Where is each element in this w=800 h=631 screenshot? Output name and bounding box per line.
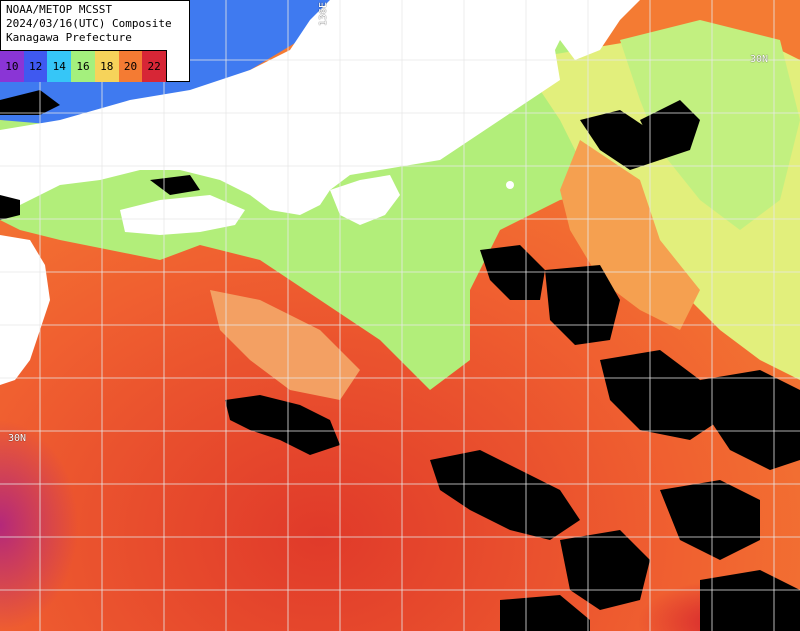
title-line-2: 2024/03/16(UTC) Composite xyxy=(6,17,172,30)
legend-label: 10 xyxy=(5,60,19,73)
legend-label: 20 xyxy=(123,60,138,73)
legend-tick-10: 10 xyxy=(0,51,24,82)
legend-tick-16: 16 xyxy=(71,51,95,82)
ocean-purple-region xyxy=(0,280,260,631)
temperature-legend: 10 12 14 16 18 20 22 xyxy=(0,50,167,82)
legend-tick-20: 20 xyxy=(118,51,143,82)
legend-tick-22: 22 xyxy=(142,51,167,82)
legend-label: 16 xyxy=(76,60,90,73)
legend-label: 14 xyxy=(52,60,66,73)
light-green-east xyxy=(620,20,800,230)
land-kii-peninsula xyxy=(330,175,400,225)
land-honshu xyxy=(0,0,570,215)
land-island xyxy=(506,181,514,189)
legend-tick-12: 12 xyxy=(23,51,48,82)
legend-label: 22 xyxy=(147,60,161,73)
legend-label: 12 xyxy=(28,60,43,73)
legend-tick-18: 18 xyxy=(94,51,119,82)
legend-tick-14: 14 xyxy=(47,51,72,82)
orange-tongue xyxy=(210,290,360,400)
longitude-label-136e: 136E xyxy=(318,2,329,27)
title-line-3: Kanagawa Prefecture xyxy=(6,31,132,44)
legend-label: 18 xyxy=(100,60,114,73)
land-kyushu xyxy=(0,235,50,385)
land-east-coast xyxy=(560,0,640,60)
latitude-label-30n: 30N xyxy=(8,433,27,444)
land-shikoku xyxy=(120,195,245,235)
title-line-1: NOAA/METOP MCSST xyxy=(6,3,112,16)
cloud-mask xyxy=(0,55,800,631)
latitude-label-top-right: 30N xyxy=(750,54,769,65)
orange-east xyxy=(560,140,700,330)
